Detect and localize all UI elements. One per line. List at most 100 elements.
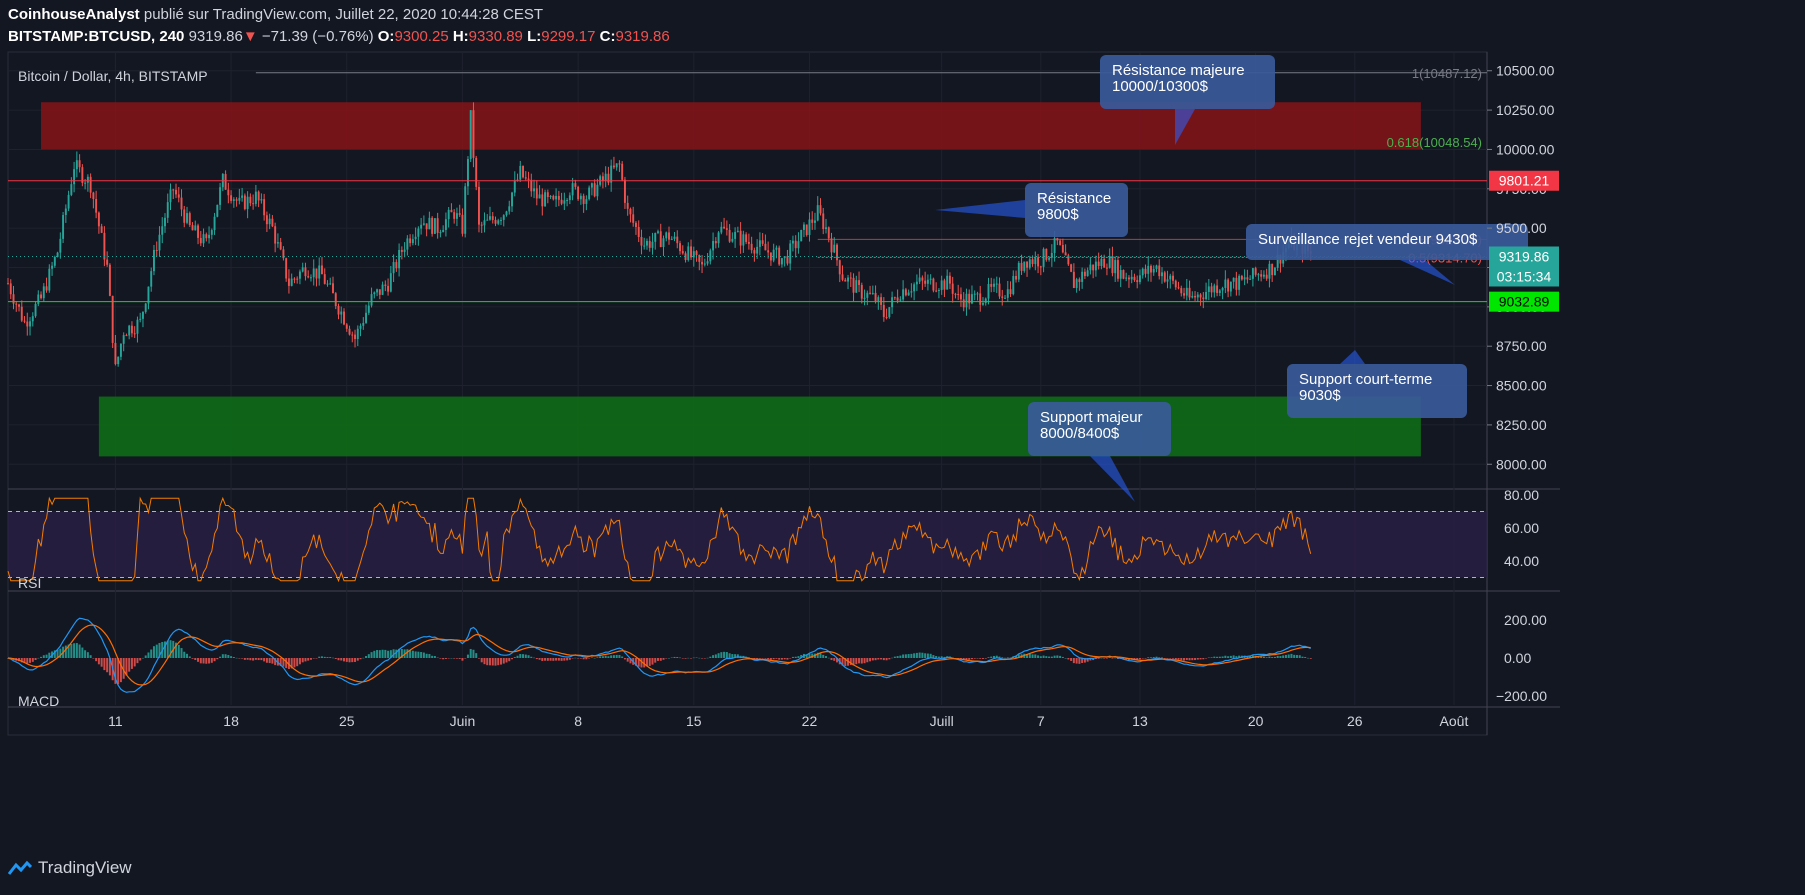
macd-histogram-bar bbox=[301, 658, 304, 663]
candle bbox=[373, 291, 376, 299]
candle-body bbox=[1172, 275, 1174, 281]
macd-histogram-bar bbox=[544, 658, 547, 661]
candle-body bbox=[929, 278, 932, 280]
candle-body bbox=[852, 277, 855, 293]
candle bbox=[1130, 269, 1133, 284]
price-change: −71.39 (−0.76%) bbox=[261, 28, 374, 45]
macd-histogram-bar bbox=[607, 656, 610, 658]
candle-body bbox=[1045, 248, 1048, 260]
macd-histogram-bar bbox=[756, 658, 759, 660]
candle bbox=[1227, 278, 1230, 298]
candle bbox=[296, 276, 299, 284]
candle-body bbox=[1037, 257, 1040, 267]
candle-body bbox=[1158, 265, 1161, 277]
macd-histogram-bar bbox=[433, 655, 436, 658]
candle-body bbox=[1028, 259, 1031, 268]
candle bbox=[836, 243, 838, 266]
macd-histogram-bar bbox=[888, 658, 891, 660]
candle-body bbox=[147, 286, 150, 304]
candle-body bbox=[538, 194, 541, 199]
candle bbox=[860, 282, 863, 304]
candle bbox=[67, 190, 70, 212]
tradingview-footer[interactable]: TradingView bbox=[8, 858, 132, 878]
candle bbox=[902, 280, 905, 303]
candle bbox=[100, 223, 103, 234]
candle-body bbox=[607, 173, 610, 183]
macd-histogram-bar bbox=[436, 657, 439, 659]
macd-histogram-bar bbox=[1213, 656, 1216, 658]
candle-body bbox=[75, 160, 78, 170]
macd-histogram-bar bbox=[703, 658, 706, 659]
price-axis[interactable]: 10500.0010250.0010000.009750.009500.0092… bbox=[1487, 63, 1559, 704]
macd-histogram-bar bbox=[464, 658, 467, 659]
candle bbox=[508, 200, 511, 215]
candle-body bbox=[106, 259, 109, 265]
time-axis[interactable]: 11 18 25 Juin 8 15 22 Juill 7 13 20 26 Août bbox=[108, 713, 1468, 729]
macd-histogram-bar bbox=[169, 640, 172, 658]
candle-body bbox=[172, 189, 175, 191]
candle bbox=[9, 279, 12, 300]
macd-histogram-bar bbox=[285, 658, 288, 669]
candle-body bbox=[1039, 266, 1042, 268]
candle-body bbox=[12, 294, 15, 304]
candle-body bbox=[1246, 277, 1249, 280]
candle-body bbox=[1020, 262, 1023, 271]
macd-histogram-bar bbox=[1037, 655, 1040, 658]
macd-histogram-bar bbox=[656, 658, 659, 661]
candle-body bbox=[1136, 280, 1139, 283]
candle-body bbox=[279, 242, 282, 250]
candle bbox=[64, 204, 67, 223]
macd-histogram-bar bbox=[177, 644, 180, 658]
candle bbox=[802, 222, 805, 238]
candle bbox=[1155, 264, 1158, 273]
candle-body bbox=[629, 208, 632, 215]
candle bbox=[657, 229, 659, 235]
x-tick-label: 8 bbox=[574, 713, 582, 729]
candle-body bbox=[990, 284, 993, 287]
macd-histogram-bar bbox=[227, 654, 230, 658]
candle bbox=[260, 193, 263, 204]
annotation-callout[interactable]: Surveillance rejet vendeur 9430$ bbox=[1246, 224, 1528, 285]
candle bbox=[1111, 246, 1114, 277]
candle bbox=[219, 182, 222, 211]
candle-body bbox=[811, 219, 814, 223]
macd-histogram-bar bbox=[626, 658, 629, 662]
candle-body bbox=[307, 276, 310, 278]
candle-body bbox=[469, 110, 472, 160]
candle bbox=[183, 205, 186, 228]
author-name[interactable]: CoinhouseAnalyst bbox=[8, 6, 140, 23]
macd-histogram-bar bbox=[337, 658, 340, 661]
candle-body bbox=[863, 297, 866, 299]
candle-body bbox=[1262, 274, 1265, 277]
candle-body bbox=[1210, 286, 1213, 293]
candle bbox=[1119, 265, 1122, 288]
macd-histogram-bar bbox=[224, 654, 227, 658]
candle-body bbox=[882, 304, 885, 318]
price-tag: 9801.21 bbox=[1489, 170, 1559, 191]
macd-histogram-bar bbox=[549, 658, 552, 661]
candle bbox=[1006, 280, 1009, 302]
candle bbox=[1183, 287, 1186, 299]
candle-body bbox=[343, 311, 345, 325]
candle bbox=[293, 277, 296, 284]
macd-histogram-bar bbox=[552, 658, 555, 661]
candle bbox=[874, 285, 877, 304]
candle-body bbox=[959, 294, 962, 300]
macd-histogram-bar bbox=[1172, 658, 1175, 659]
candle bbox=[42, 283, 45, 302]
macd-histogram-bar bbox=[734, 654, 737, 658]
candle-body bbox=[577, 186, 580, 200]
price-tag-label: 9032.89 bbox=[1499, 294, 1550, 310]
macd-histogram-bar bbox=[1147, 657, 1150, 658]
symbol[interactable]: BITSTAMP:BTCUSD, 240 bbox=[8, 28, 185, 45]
macd-histogram-bar bbox=[491, 658, 494, 666]
macd-histogram-bar bbox=[216, 658, 219, 660]
candle bbox=[436, 212, 439, 239]
candle-body bbox=[918, 277, 921, 282]
